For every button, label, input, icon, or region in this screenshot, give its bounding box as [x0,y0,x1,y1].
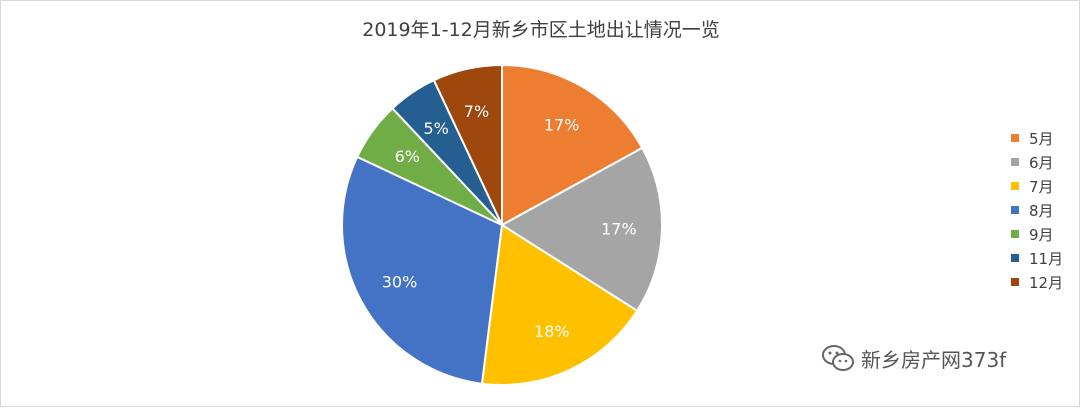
legend-item-7: 12月 [1011,270,1063,294]
pie-slice-3 [480,223,639,387]
legend-label: 5月 [1029,129,1054,148]
legend-item-3: 7月 [1011,174,1063,198]
chart-legend: 5月 6月 7月 8月 9月 11月 12月 [1011,126,1063,294]
legend-swatch [1011,278,1019,286]
slice-label-7: 7% [464,102,489,121]
legend-swatch [1011,230,1019,238]
pie-slice-4 [341,155,504,385]
legend-label: 11月 [1029,249,1064,268]
legend-item-5: 9月 [1011,222,1063,246]
legend-label: 7月 [1029,177,1054,196]
legend-swatch [1011,206,1019,214]
legend-label: 8月 [1029,201,1054,220]
legend-swatch [1011,182,1019,190]
pie-slice-1 [501,63,644,227]
legend-swatch [1011,254,1019,262]
legend-label: 9月 [1029,225,1054,244]
legend-item-4: 8月 [1011,198,1063,222]
watermark-text: 新乡房产网373f [861,347,1007,372]
legend-item-2: 6月 [1011,150,1063,174]
slice-label-6: 5% [424,119,449,138]
slice-label-5: 6% [395,147,420,166]
pie-slice-7 [432,63,503,226]
chart-title: 2019年1-12月新乡市区土地出让情况一览 [362,19,720,41]
legend-swatch [1011,134,1019,142]
legend-swatch [1011,158,1019,166]
wechat-icon [822,345,854,371]
watermark: 新乡房产网373f [821,343,1006,373]
legend-label: 6月 [1029,153,1054,172]
pie-slice-2 [500,146,663,313]
legend-item-1: 5月 [1011,126,1063,150]
legend-label: 12月 [1029,273,1064,292]
slice-label-3: 18% [534,322,570,341]
slice-label-1: 17% [544,115,580,134]
slice-label-2: 17% [601,220,637,239]
slice-label-4: 30% [382,272,418,291]
legend-item-6: 11月 [1011,246,1063,270]
